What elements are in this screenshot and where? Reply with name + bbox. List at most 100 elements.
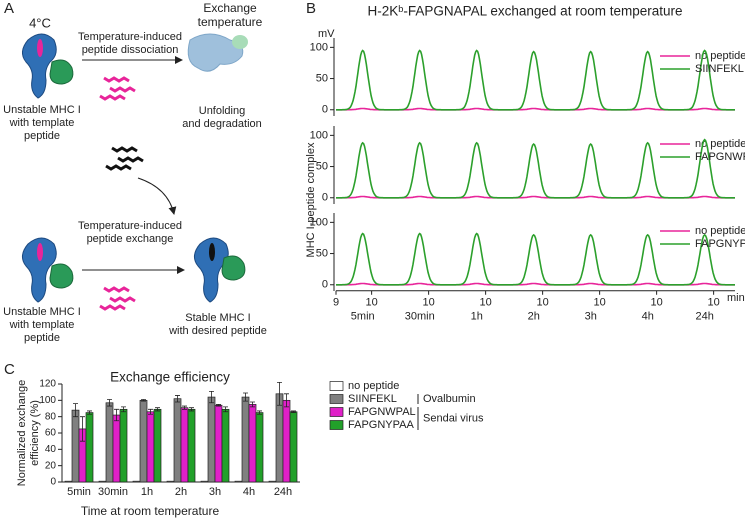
category-label: 3h	[585, 311, 597, 323]
error-bar	[277, 381, 282, 406]
peak	[336, 232, 393, 286]
peak	[507, 50, 564, 111]
y-tick-label: 50	[316, 72, 328, 84]
label: Unfolding	[199, 105, 245, 117]
bar	[214, 404, 223, 483]
chart-title: H-2Kᵇ-FAPGNAPAL exchanged at room temper…	[368, 4, 683, 19]
diagram-shapes	[22, 33, 248, 311]
peak	[336, 141, 393, 199]
category-label: 24h	[696, 311, 714, 323]
error-bar	[182, 405, 187, 410]
bar	[241, 396, 250, 483]
bar	[275, 393, 284, 483]
label: Temperature-induced	[78, 31, 182, 43]
legend-label: no peptide	[348, 380, 399, 392]
x-tick-label: 4h	[243, 486, 255, 498]
x-tick-label: 10	[537, 297, 549, 309]
peak	[507, 142, 564, 199]
label: with template	[9, 319, 75, 331]
bar	[282, 399, 291, 483]
bar	[166, 480, 175, 483]
label: temperature	[198, 15, 263, 29]
diagram: 4°C Exchange temperature Temperature-ind…	[3, 1, 267, 344]
bar	[85, 412, 94, 483]
panel-label: B	[306, 0, 316, 17]
peak	[678, 138, 735, 199]
y-tick-label: 0	[50, 477, 56, 488]
legend-label: FAPGNWPAL	[348, 406, 416, 418]
legend-label: FAPGNYPAA	[695, 238, 745, 250]
error-bar	[107, 399, 112, 407]
y-tick-label: 50	[316, 160, 328, 172]
x-tick-label: 5min	[67, 486, 91, 498]
bar	[255, 412, 264, 483]
legend-swatch	[329, 394, 344, 404]
y-tick-label: 50	[316, 247, 328, 259]
category-label: 30min	[405, 311, 435, 323]
bar	[289, 411, 298, 483]
error-bar	[148, 408, 153, 415]
bar	[98, 480, 107, 483]
category-label: 4h	[642, 311, 654, 323]
y-tick-label: 40	[45, 444, 57, 455]
y-tick-label: 0	[322, 279, 328, 291]
bar	[112, 414, 121, 483]
error-bar	[155, 407, 160, 412]
label: Stable MHC I	[185, 312, 250, 324]
peak	[678, 49, 735, 111]
peak	[450, 232, 507, 286]
error-bar	[189, 407, 194, 412]
y-axis-label: MHC I-peptide complex	[305, 142, 317, 257]
peak	[564, 50, 621, 111]
x-tick-label: 10	[480, 297, 492, 309]
error-bar	[209, 390, 214, 404]
bar	[153, 408, 162, 483]
label: with template	[9, 117, 75, 129]
peak	[393, 141, 450, 199]
y-tick-label: 60	[45, 428, 57, 439]
peak	[393, 232, 450, 286]
bar	[221, 408, 230, 483]
error-bar	[257, 410, 262, 415]
category-label: 5min	[351, 311, 375, 323]
label: Exchange	[203, 1, 257, 15]
y-tick-label: 120	[39, 379, 56, 390]
label: Unstable MHC I	[3, 104, 81, 116]
x-tick-label: 10	[594, 297, 606, 309]
y-tick-label: 100	[310, 216, 328, 228]
label: and degradation	[182, 118, 262, 130]
y-axis-label: efficiency (%)	[29, 400, 41, 466]
legend-swatch	[329, 420, 344, 430]
x-tick-label: 30min	[98, 486, 128, 498]
peak	[507, 233, 564, 286]
bar	[64, 480, 73, 483]
legend-label: SIINFEKL	[348, 393, 397, 405]
peak	[450, 141, 507, 199]
bar	[119, 408, 128, 483]
label: with desired peptide	[168, 325, 267, 337]
peak	[564, 142, 621, 199]
group-label: Ovalbumin	[423, 393, 476, 405]
peak	[450, 49, 507, 111]
peak	[621, 233, 678, 286]
peak	[621, 141, 678, 199]
bar	[187, 408, 196, 483]
x-tick-label: 10	[366, 297, 378, 309]
peak	[678, 233, 735, 286]
x-tick-label: 10	[423, 297, 435, 309]
bar	[268, 480, 277, 483]
legend-label: no peptide	[695, 225, 745, 237]
x-tick-label: 1h	[141, 486, 153, 498]
error-bar	[73, 403, 78, 418]
error-bar	[141, 399, 146, 402]
error-bar	[250, 401, 255, 408]
peak	[393, 49, 450, 111]
bar	[146, 411, 155, 483]
error-bar	[291, 410, 296, 413]
x-tick-label: 10	[708, 297, 720, 309]
y-tick-label: 20	[45, 460, 57, 471]
x-tick-label: 9	[333, 297, 339, 309]
x-tick-label: 24h	[274, 486, 292, 498]
legend-swatch	[329, 381, 344, 391]
